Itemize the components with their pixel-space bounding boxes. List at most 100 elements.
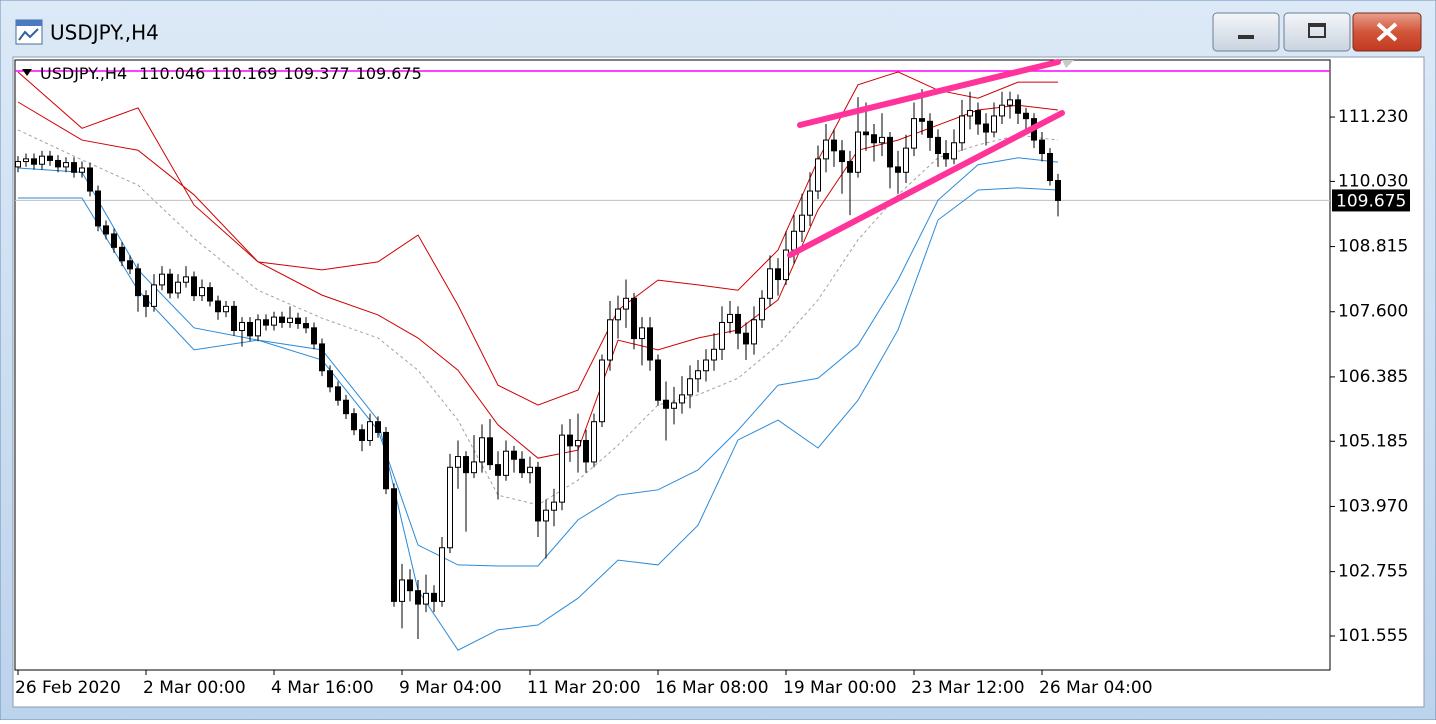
candle-body [807,190,813,216]
candle-body [63,162,69,168]
candle-body [783,249,789,281]
candle-body [623,297,629,310]
candle-body [975,110,981,125]
candle-body [799,214,805,232]
candle-body [111,233,117,248]
candle-body [79,167,85,173]
x-tick-label: 23 Mar 12:00 [911,678,1025,698]
candle-body [631,297,637,340]
candle-body [191,276,197,297]
candle-body [727,313,733,323]
candle-body [815,158,821,192]
x-tick-label: 16 Mar 08:00 [655,678,769,698]
candle-body [263,319,269,326]
candle-body [831,139,837,152]
candle-body [247,321,253,337]
candle-body [855,131,861,173]
candle-body [927,120,933,138]
x-tick-label: 19 Mar 00:00 [783,678,897,698]
candle-body [679,394,685,404]
candle-body [991,115,997,133]
candle-body [559,434,565,503]
menu-arrow[interactable] [22,69,32,76]
restore-button[interactable] [1283,12,1351,52]
low: 109.377 [283,64,349,83]
candle-body [495,464,501,476]
candle-body [399,579,405,602]
candle-body [967,110,973,117]
high: 110.169 [211,64,277,83]
candle-body [503,450,509,476]
candle-body [407,579,413,592]
candle-body [439,547,445,602]
candle-body [791,230,797,251]
candle-body [127,260,133,270]
candle-body [207,287,213,302]
candle-body [743,332,749,345]
candle-body [135,268,141,297]
candle-body [55,159,61,168]
candle-body [863,131,869,136]
candle-body [151,284,157,307]
candle-body [847,161,853,173]
candle-body [1023,112,1029,120]
candle-body [119,246,125,262]
candle-body [223,305,229,313]
band-line [17,101,1059,459]
symbol: USDJPY.,H4 [40,64,127,83]
x-tick-label: 26 Mar 04:00 [1039,678,1153,698]
candle-body [903,147,909,173]
candle-body [343,399,349,415]
candle-body [599,359,605,423]
candle-body [359,429,365,441]
candle-body [887,136,893,168]
candle-body [519,458,525,474]
open: 110.046 [139,64,205,83]
candle-body [391,488,397,602]
candle-body [143,295,149,307]
candle-body [167,273,173,294]
candle-body [583,439,589,463]
candle-body [199,287,205,297]
x-tick-label: 26 Feb 2020 [15,678,121,698]
candle-body [1047,152,1053,182]
y-tick-label: 110.030 [1338,171,1408,191]
y-tick-label: 103.970 [1338,496,1408,516]
price-label-box [1332,189,1410,212]
candle-body [175,281,181,294]
candle-body [47,155,53,161]
close-button[interactable] [1352,12,1422,52]
candle-body [703,359,709,372]
candle-body [423,592,429,605]
candle-body [575,439,581,447]
candle-body [15,161,21,168]
candle-body [663,399,669,409]
candle-body [431,592,437,602]
candle-body [31,158,37,165]
candle-body [303,323,309,329]
candle-body [231,305,237,332]
wedge-drawing [787,59,1074,258]
candle-body [295,317,301,325]
candle-body [1007,99,1013,106]
candle-body [463,456,469,474]
candle-body [567,434,573,447]
candle-body [511,450,517,460]
plot [15,70,1330,651]
y-tick-label: 107.600 [1338,302,1408,322]
candle-body [319,343,325,372]
candle-body [87,167,93,192]
candle-body [919,118,925,122]
y-tick-label: 102.755 [1338,562,1408,582]
minimize-button[interactable] [1212,12,1280,52]
candle-body [999,104,1005,117]
candle-body [279,316,285,323]
candle-body [775,268,781,281]
candle-body [1039,139,1045,154]
candle-body [935,136,941,154]
price-label: 109.675 [1336,191,1406,211]
candle-body [767,268,773,299]
candle-body [71,162,77,173]
candle-body [103,225,109,235]
